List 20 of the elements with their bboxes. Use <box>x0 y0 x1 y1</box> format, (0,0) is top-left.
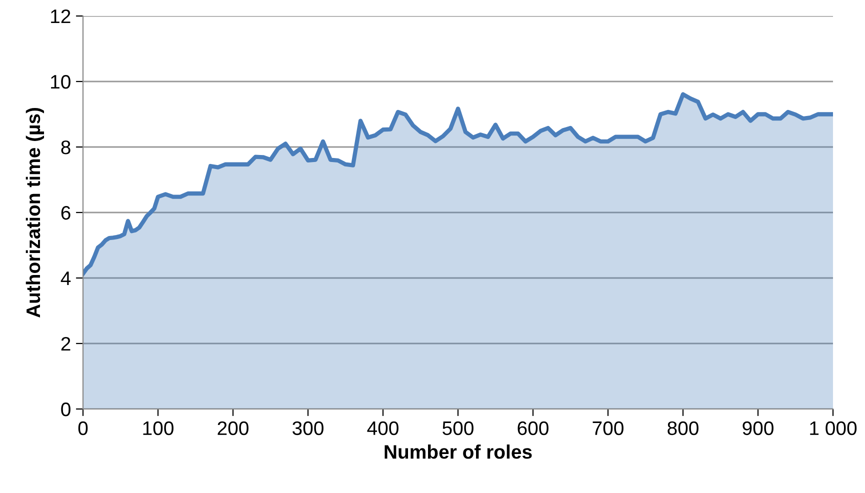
y-tick-label: 8 <box>61 140 70 154</box>
y-tick-label: 10 <box>51 74 70 89</box>
y-axis-title: Authorization time (µs) <box>26 108 44 318</box>
x-tick-label: 0 <box>78 421 88 436</box>
x-tick-label: 900 <box>742 421 774 436</box>
y-tick-label: 6 <box>61 206 70 220</box>
x-tick-label: 1 000 <box>810 421 857 436</box>
x-tick-label: 300 <box>292 421 324 436</box>
x-tick-label: 800 <box>668 421 698 436</box>
y-tick-label: 4 <box>60 272 71 286</box>
y-tick-label: 0 <box>61 402 70 416</box>
x-tick-label: 100 <box>143 421 174 436</box>
x-axis-title: Number of roles <box>384 444 532 459</box>
x-tick-label: 700 <box>592 421 624 436</box>
x-tick-label: 600 <box>518 421 548 436</box>
x-tick-label: 400 <box>367 421 398 436</box>
x-tick-label: 200 <box>218 421 248 436</box>
x-tick-label: 500 <box>442 421 474 436</box>
y-tick-label: 2 <box>61 336 70 351</box>
y-tick-label: 12 <box>51 9 70 24</box>
